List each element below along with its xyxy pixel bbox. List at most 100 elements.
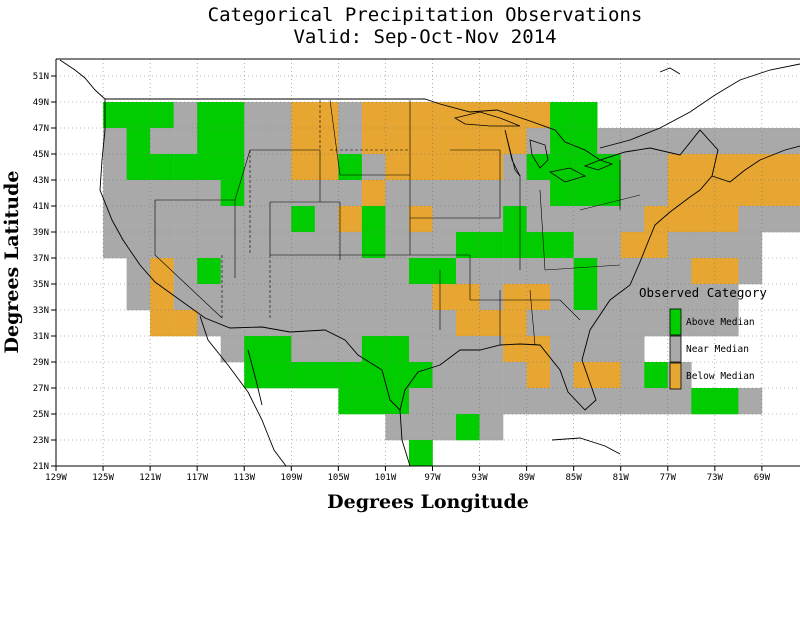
category-cell-near-median (761, 206, 786, 233)
category-cell-below-median (314, 102, 339, 129)
category-cell-near-median (503, 180, 527, 207)
category-cell-below-median (644, 232, 669, 259)
category-cell-near-median (385, 206, 410, 233)
category-cell-above-median (126, 102, 151, 129)
category-cell-above-median (244, 362, 268, 389)
category-cell-above-median (597, 180, 621, 207)
category-cell-near-median (361, 310, 386, 337)
category-cell-near-median (550, 336, 574, 363)
category-cell-near-median (432, 206, 457, 233)
category-cell-near-median (267, 232, 292, 259)
category-cell-near-median (314, 336, 339, 363)
category-cell-below-median (503, 284, 527, 311)
category-cell-below-median (785, 180, 800, 207)
category-cell-above-median (267, 362, 292, 389)
category-cell-near-median (620, 362, 645, 389)
category-cell-below-median (338, 206, 363, 233)
category-cell-below-median (667, 180, 692, 207)
category-cell-near-median (644, 154, 669, 181)
category-cell-above-median (361, 336, 386, 363)
category-cell-near-median (503, 154, 527, 181)
category-cell-near-median (550, 206, 574, 233)
category-cell-near-median (338, 128, 363, 155)
category-cell-near-median (597, 310, 621, 337)
x-axis-title: Degrees Longitude (327, 491, 529, 513)
category-cell-above-median (691, 388, 716, 415)
category-cell-above-median (550, 128, 574, 155)
category-cell-near-median (644, 180, 669, 207)
category-cell-near-median (409, 180, 433, 207)
category-cell-above-median (126, 154, 151, 181)
category-cell-near-median (220, 336, 245, 363)
category-cell-above-median (409, 258, 433, 285)
category-cell-below-median (456, 310, 480, 337)
category-cell-near-median (432, 388, 457, 415)
category-cell-below-median (361, 180, 386, 207)
great-lakes (453, 111, 614, 183)
category-cell-below-median (291, 128, 316, 155)
category-cell-above-median (220, 180, 245, 207)
category-cell-near-median (103, 180, 127, 207)
category-cell-below-median (503, 336, 527, 363)
category-cell-near-median (338, 232, 363, 259)
x-tick-label: 69W (754, 473, 771, 483)
category-cell-below-median (409, 128, 433, 155)
category-cell-near-median (220, 232, 245, 259)
category-cell-near-median (667, 388, 692, 415)
x-tick-label: 109W (280, 473, 302, 483)
category-cell-near-median (526, 258, 551, 285)
category-cell-near-median (409, 336, 433, 363)
category-cell-near-median (267, 310, 292, 337)
category-cell-near-median (338, 336, 363, 363)
category-cell-above-median (173, 154, 198, 181)
category-cell-near-median (385, 414, 410, 441)
category-cell-near-median (667, 232, 692, 259)
category-cell-near-median (409, 310, 433, 337)
category-cell-below-median (409, 102, 433, 129)
legend-title: Observed Category (639, 285, 767, 300)
category-cell-near-median (714, 128, 739, 155)
y-tick-label: 21N (33, 462, 49, 472)
x-axis-tick-labels: 129W 125W 121W 117W 113W 109W 105W 101W 97W 93W 89… (45, 466, 771, 483)
category-cell-near-median (479, 206, 504, 233)
category-cell-below-median (361, 128, 386, 155)
category-cell-near-median (550, 258, 574, 285)
category-cell-below-median (526, 336, 551, 363)
x-tick-label: 81W (613, 473, 630, 483)
category-cell-below-median (150, 310, 174, 337)
category-cell-near-median (244, 180, 268, 207)
category-cell-near-median (126, 232, 151, 259)
category-cell-near-median (291, 336, 316, 363)
category-cell-below-median (573, 362, 598, 389)
category-cell-near-median (573, 232, 598, 259)
category-cell-above-median (338, 388, 363, 415)
category-cell-near-median (644, 310, 669, 337)
category-cell-above-median (150, 102, 174, 129)
y-tick-label: 29N (33, 358, 49, 368)
category-cell-near-median (244, 128, 268, 155)
category-cell-near-median (526, 180, 551, 207)
legend-item-label: Below Median (686, 371, 755, 382)
x-tick-label: 89W (518, 473, 535, 483)
category-cell-below-median (691, 154, 716, 181)
category-cell-near-median (267, 206, 292, 233)
legend-item-label: Above Median (686, 317, 755, 328)
category-cell-near-median (244, 310, 268, 337)
category-cell-above-median (291, 362, 316, 389)
y-tick-label: 51N (33, 72, 49, 82)
category-cell-near-median (691, 284, 716, 311)
category-cell-below-median (479, 154, 504, 181)
category-cell-near-median (197, 180, 221, 207)
category-cell-near-median (338, 284, 363, 311)
y-tick-label: 25N (33, 410, 49, 420)
y-tick-label: 41N (33, 202, 49, 212)
category-cell-near-median (667, 258, 692, 285)
category-cell-near-median (620, 284, 645, 311)
boundary-outlines (59, 59, 800, 467)
category-cell-near-median (432, 414, 457, 441)
category-cell-above-median (385, 336, 410, 363)
category-cell-near-median (714, 310, 739, 337)
category-cell-above-median (550, 154, 574, 181)
category-cell-near-median (267, 128, 292, 155)
